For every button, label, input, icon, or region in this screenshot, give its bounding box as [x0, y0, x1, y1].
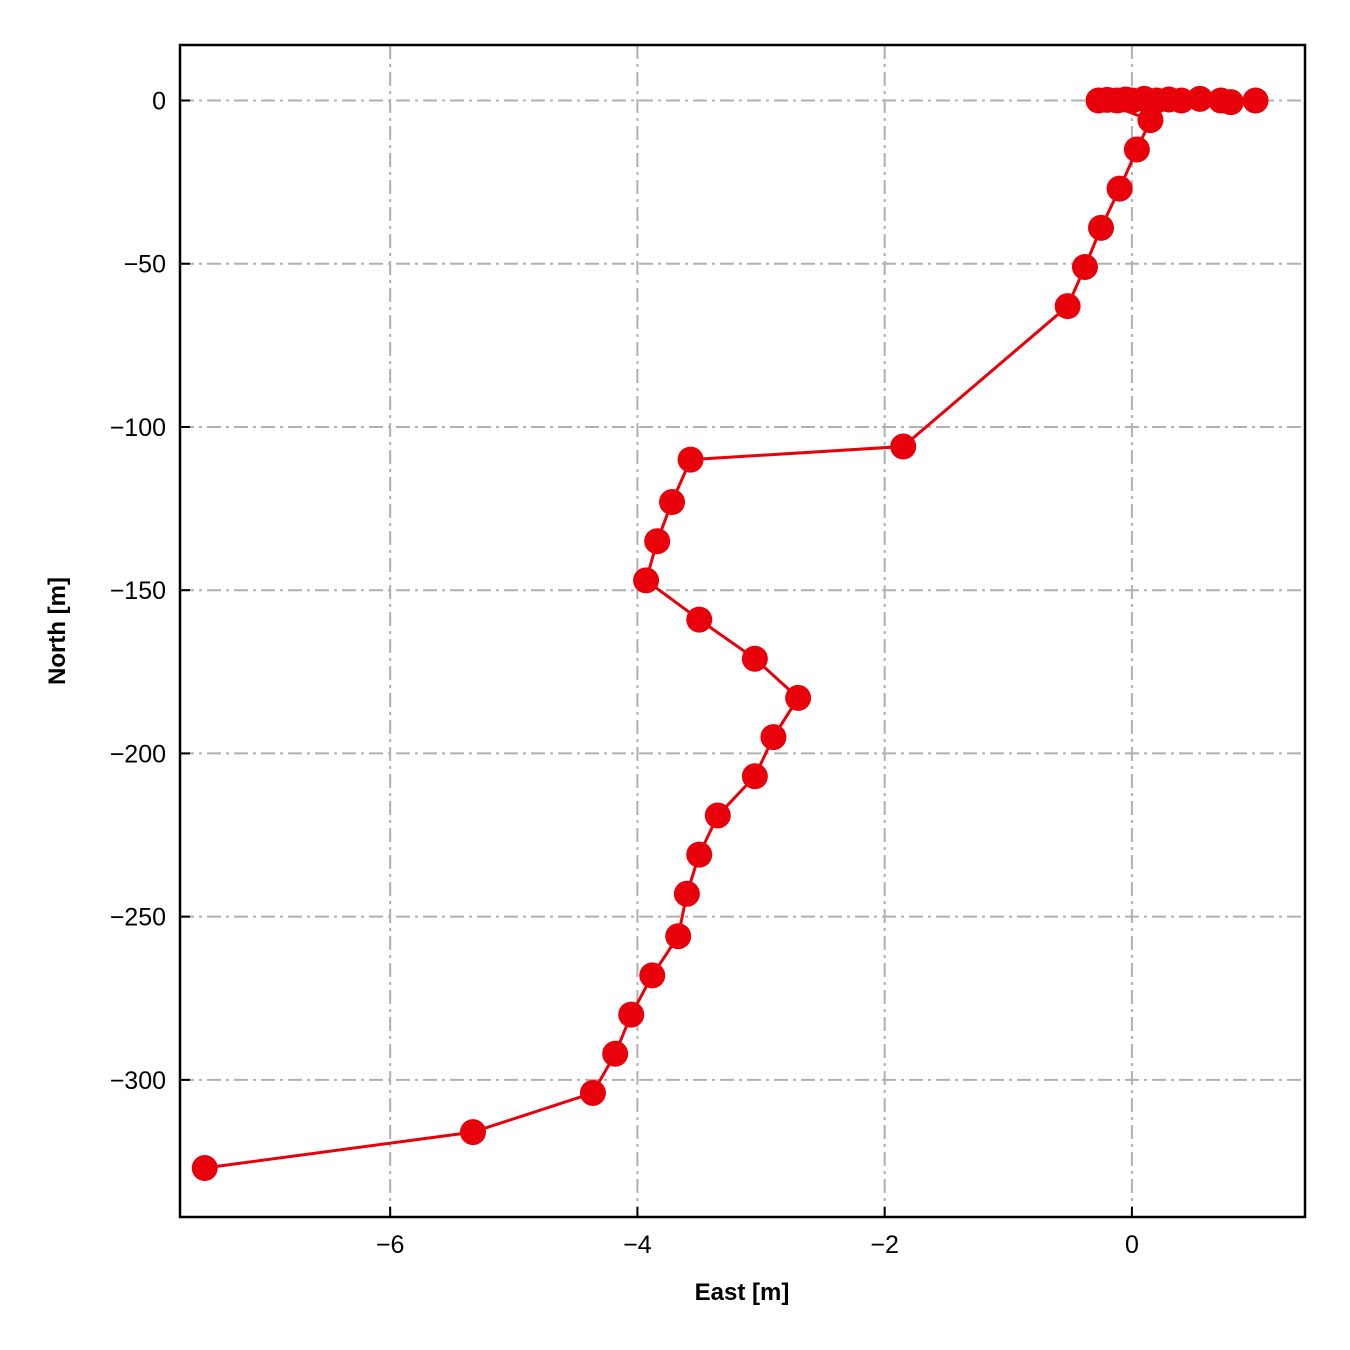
y-tick-label: −50 [124, 251, 166, 279]
data-point [704, 802, 731, 829]
x-tick-label: −2 [870, 1231, 899, 1259]
data-point [1071, 253, 1098, 280]
data-point [686, 606, 713, 633]
data-point [741, 763, 768, 790]
plot-series [191, 85, 1269, 1182]
y-tick-label: 0 [152, 87, 166, 115]
data-point [760, 724, 787, 751]
data-point [665, 923, 692, 950]
data-point [1054, 293, 1081, 320]
plot-frame [178, 43, 1307, 1219]
x-tick-label: 0 [1125, 1231, 1139, 1259]
y-tick-label: −150 [110, 577, 166, 605]
data-point [1088, 214, 1115, 241]
axis-ticks: −6 −4 −2 00−50−100−150−200−250−300 [110, 87, 1139, 1259]
y-tick-label: −200 [110, 740, 166, 768]
data-point [1085, 87, 1112, 114]
y-axis-label: North [m] [44, 577, 71, 685]
data-point [618, 1001, 645, 1028]
data-point [191, 1155, 218, 1182]
y-tick-label: −300 [110, 1067, 166, 1095]
x-tick-label: −6 [376, 1231, 405, 1259]
data-point [659, 489, 686, 516]
x-tick-label: −4 [623, 1231, 652, 1259]
data-point [673, 880, 700, 907]
x-axis-label: East [m] [695, 1279, 790, 1306]
data-point [1137, 107, 1164, 134]
data-point [644, 528, 671, 555]
data-point [459, 1119, 486, 1146]
y-tick-label: −100 [110, 414, 166, 442]
y-tick-label: −250 [110, 904, 166, 932]
data-point [579, 1079, 606, 1106]
data-point [785, 684, 812, 711]
data-point [1207, 87, 1234, 114]
data-point [1123, 136, 1150, 163]
data-point [1106, 175, 1133, 202]
data-point [639, 962, 666, 989]
data-point [1242, 87, 1269, 114]
data-point [602, 1040, 629, 1067]
data-point [890, 433, 917, 460]
data-point [633, 567, 660, 594]
data-point [677, 446, 704, 473]
data-point [686, 841, 713, 868]
data-point [741, 645, 768, 672]
